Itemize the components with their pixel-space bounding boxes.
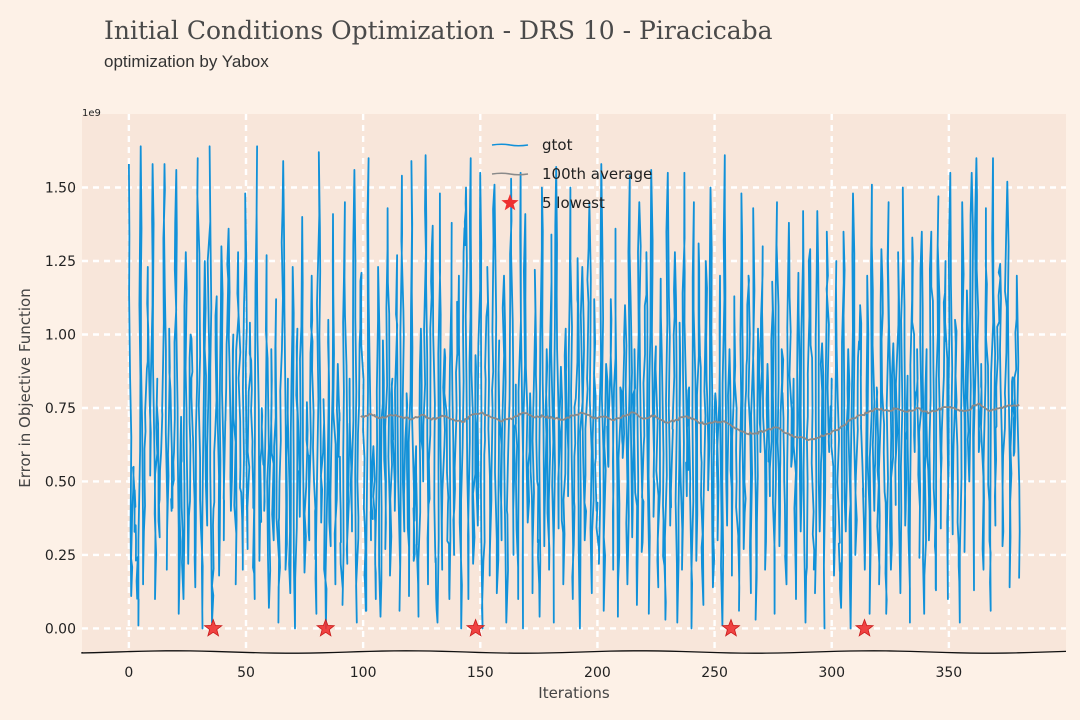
y-axis-label: Error in Objective Function [16, 288, 34, 487]
x-tick-label: 50 [237, 665, 255, 681]
y-tick-label: 0.50 [45, 474, 76, 490]
y-tick-label: 1.00 [45, 327, 76, 343]
x-tick-label: 100 [350, 665, 377, 681]
lowest-markers [203, 618, 875, 637]
x-tick-label: 300 [818, 665, 845, 681]
lowest-star-marker [721, 618, 741, 637]
legend-label-lowest: 5 lowest [542, 194, 605, 212]
legend-swatch-lowest [501, 194, 519, 211]
y-offset-label: 1e9 [82, 108, 101, 119]
x-tick-label: 150 [467, 665, 494, 681]
lowest-star-marker [316, 618, 336, 637]
y-tick-label: 1.50 [45, 180, 76, 196]
chart-title: Initial Conditions Optimization - DRS 10… [104, 16, 773, 45]
chart-subtitle: optimization by Yabox [104, 52, 269, 71]
x-axis-label: Iterations [538, 684, 610, 702]
y-tick-label: 0.75 [45, 401, 76, 417]
x-axis-line [81, 650, 1067, 654]
legend-label-average: 100th average [542, 165, 652, 183]
y-tick-label: 0.00 [45, 621, 76, 637]
series-average-line [360, 402, 1020, 442]
y-tick-label: 0.25 [45, 548, 76, 564]
lowest-star-marker [465, 618, 486, 637]
lowest-star-marker [854, 618, 875, 637]
series-gtot-line [128, 145, 1021, 630]
x-tick-label: 0 [124, 665, 133, 681]
lowest-star-marker [203, 618, 223, 637]
legend-swatch-gtot [491, 143, 529, 147]
legend: gtot 100th average 5 lowest [491, 136, 652, 212]
x-tick-label: 350 [935, 665, 962, 681]
legend-swatch-average [491, 172, 529, 176]
y-tick-label: 1.25 [45, 254, 76, 270]
x-tick-label: 200 [584, 665, 611, 681]
legend-label-gtot: gtot [542, 136, 573, 154]
tick-labels: 0 50 100 150 200 250 300 350 0.00 0.25 0.50 0.75 1.0… [45, 180, 962, 681]
series-layer [128, 145, 1021, 630]
x-tick-label: 250 [701, 665, 728, 681]
